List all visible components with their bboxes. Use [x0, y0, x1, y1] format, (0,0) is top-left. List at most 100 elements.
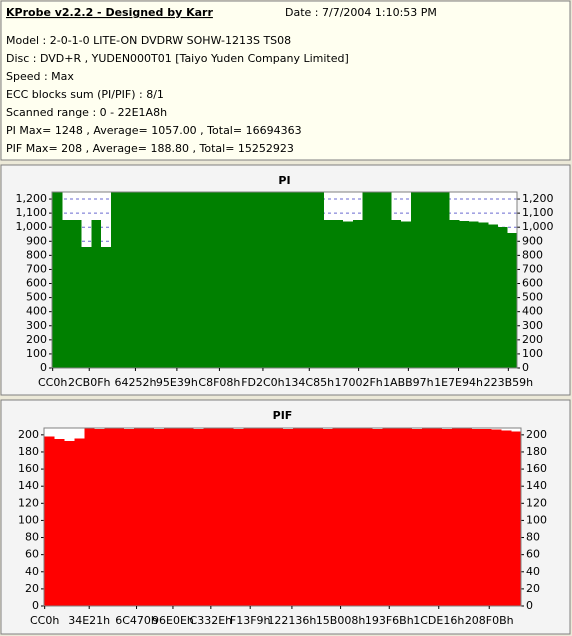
bar — [362, 428, 373, 606]
bar — [481, 428, 492, 606]
plot-frame — [51, 191, 518, 369]
x-tick-label: 1ABB97h — [383, 376, 434, 389]
y2-tick-label: 700 — [522, 262, 543, 275]
x-tick-label: 34E21h — [68, 614, 110, 627]
y-tick-label: 500 — [26, 291, 47, 304]
y-tick-label: 140 — [18, 479, 39, 492]
bar — [120, 192, 131, 368]
x-tick-label: 193F6Bh — [365, 614, 414, 627]
bar — [110, 192, 121, 368]
bar — [420, 192, 431, 368]
y-tick-label: 300 — [26, 319, 47, 332]
x-tick-label: 223B59h — [484, 376, 534, 389]
bar — [197, 192, 208, 368]
bar — [153, 428, 164, 606]
bar — [91, 220, 102, 368]
bar — [178, 192, 189, 368]
y2-tick-label: 400 — [522, 305, 543, 318]
bar — [52, 192, 63, 368]
info-line: PIF Max= 208 , Average= 188.80 , Total= … — [6, 142, 294, 155]
bar — [236, 192, 247, 368]
bar — [432, 428, 442, 606]
bar — [74, 438, 85, 606]
y2-tick-label: 160 — [526, 462, 547, 475]
y-tick-label: 160 — [18, 462, 39, 475]
bar — [101, 246, 111, 368]
bar — [372, 192, 382, 368]
bar — [62, 220, 73, 368]
bar — [401, 221, 411, 368]
x-tick-label: 17002Fh — [334, 376, 382, 389]
bar — [159, 192, 169, 368]
bar — [469, 221, 479, 368]
bar — [312, 428, 323, 606]
y2-tick-label: 800 — [522, 248, 543, 261]
bar — [451, 428, 462, 606]
info-line: Speed : Max — [6, 70, 74, 83]
y-tick-label: 200 — [26, 333, 47, 346]
x-tick-label: 208F0Bh — [465, 614, 514, 627]
bar — [352, 428, 363, 606]
bar — [449, 220, 460, 368]
bar — [265, 192, 276, 368]
x-tick-label: 2CB0Fh — [68, 376, 111, 389]
y-tick-label: 900 — [26, 234, 47, 247]
info-line: Scanned range : 0 - 22E1A8h — [6, 106, 167, 119]
x-tick-label: 6C470h — [115, 614, 158, 627]
y-tick-label: 120 — [18, 496, 39, 509]
info-panel — [0, 0, 571, 161]
y2-tick-label: 100 — [522, 347, 543, 360]
bar — [144, 428, 154, 606]
bar — [64, 440, 75, 606]
bar — [72, 220, 82, 368]
y2-tick-label: 600 — [522, 277, 543, 290]
bar — [226, 192, 237, 368]
y2-tick-label: 200 — [526, 428, 547, 441]
x-tick-label: 1E7E94h — [434, 376, 483, 389]
y2-tick-label: 300 — [522, 319, 543, 332]
bar — [246, 192, 256, 368]
y-tick-label: 100 — [26, 347, 47, 360]
bar — [372, 428, 383, 606]
y2-tick-label: 500 — [522, 291, 543, 304]
y-tick-label: 60 — [25, 548, 39, 561]
bar — [139, 192, 150, 368]
x-tick-label: 95E39h — [156, 376, 198, 389]
bar — [134, 428, 145, 606]
bar — [203, 428, 214, 606]
bar — [381, 192, 392, 368]
bar — [223, 428, 234, 606]
bar — [422, 428, 433, 606]
bar — [439, 192, 450, 368]
x-tick-label: 15B008h — [316, 614, 366, 627]
scan-date: Date : 7/7/2004 1:10:53 PM — [285, 6, 437, 19]
x-tick-label: F13F9h — [230, 614, 271, 627]
x-tick-label: CC0h — [38, 376, 67, 389]
x-tick-label: C8F08h — [198, 376, 240, 389]
y2-tick-label: 140 — [526, 479, 547, 492]
bar — [94, 428, 105, 606]
bar — [507, 232, 517, 368]
x-tick-label: C332Eh — [190, 614, 233, 627]
info-line: Model : 2-0-1-0 LITE-ON DVDRW SOHW-1213S… — [6, 34, 291, 47]
y-tick-label: 180 — [18, 445, 39, 458]
y2-tick-label: 180 — [526, 445, 547, 458]
bar — [352, 220, 363, 368]
bar — [382, 428, 393, 606]
bar — [233, 428, 244, 606]
info-line: Disc : DVD+R , YUDEN000T01 [Taiyo Yuden … — [6, 52, 349, 65]
bar — [193, 428, 204, 606]
x-tick-label: 122136h — [267, 614, 316, 627]
y-tick-label: 600 — [26, 277, 47, 290]
bar — [459, 220, 470, 368]
y-tick-label: 1,200 — [16, 192, 48, 205]
bar — [322, 428, 333, 606]
y-tick-label: 200 — [18, 428, 39, 441]
bar — [273, 428, 284, 606]
bar — [183, 428, 194, 606]
y-tick-label: 1,100 — [16, 206, 48, 219]
chart-title: PI — [278, 174, 290, 187]
bar — [188, 192, 198, 368]
y-tick-label: 40 — [25, 565, 39, 578]
